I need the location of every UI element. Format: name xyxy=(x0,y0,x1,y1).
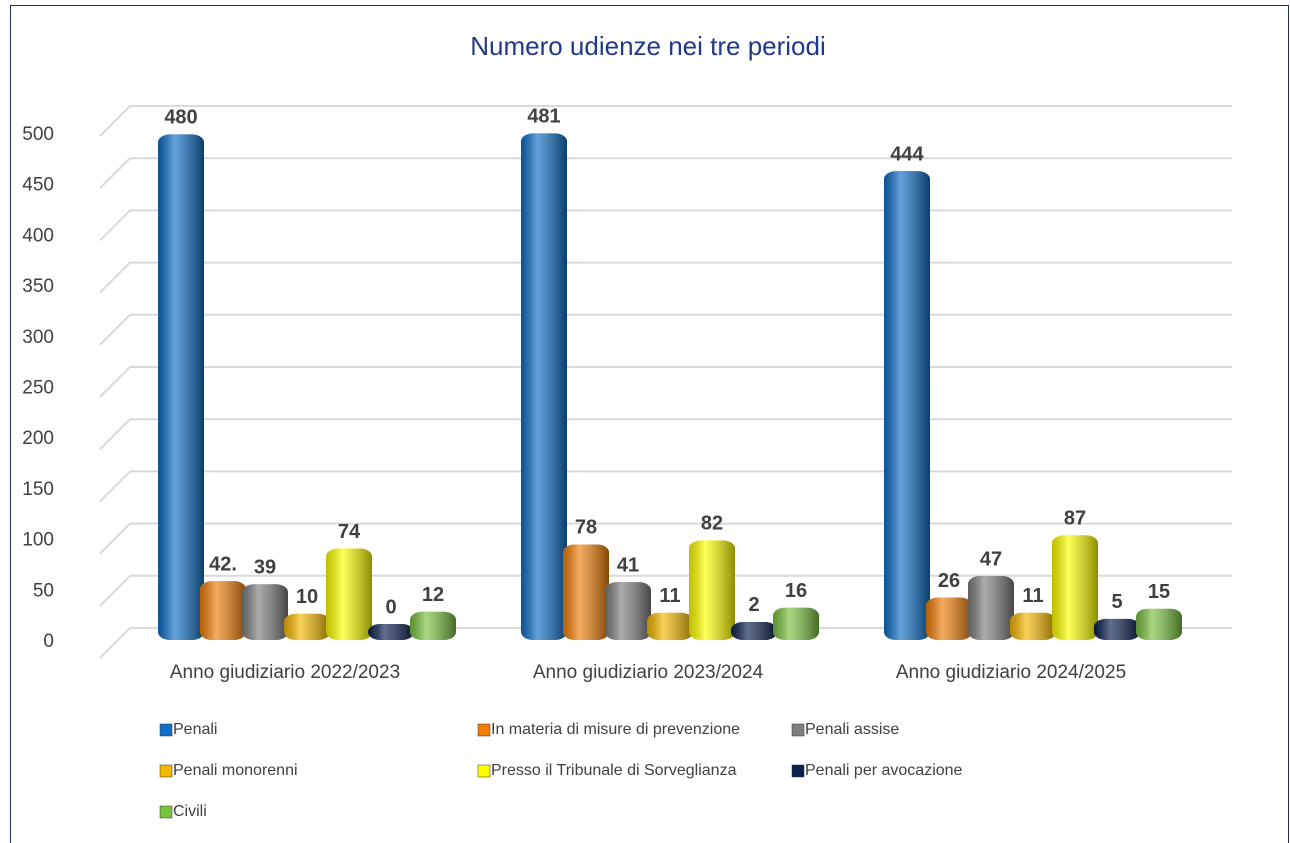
y-tick-label: 500 xyxy=(22,124,54,145)
y-tick-label: 400 xyxy=(22,225,54,246)
grid-line-side xyxy=(99,366,131,398)
data-label: 11 xyxy=(659,585,680,607)
x-tick-label: Anno giudiziario 2023/2024 xyxy=(533,662,764,683)
data-label: 15 xyxy=(1148,581,1170,603)
data-label: 481 xyxy=(527,106,560,128)
bar-shade xyxy=(284,613,330,640)
x-tick-label: Anno giudiziario 2024/2025 xyxy=(896,662,1126,683)
data-label: 5 xyxy=(1111,591,1122,613)
chart-frame xyxy=(10,5,1289,843)
y-tick-label: 450 xyxy=(22,175,54,196)
bar-shade xyxy=(521,133,567,640)
y-tick-label: 350 xyxy=(22,276,54,297)
bar-shade xyxy=(647,612,693,640)
grid-line-side xyxy=(99,261,131,294)
bar-shade xyxy=(158,134,204,640)
data-label: 444 xyxy=(890,143,924,165)
data-label: 10 xyxy=(296,586,318,608)
bar-shade xyxy=(326,548,372,640)
bar-shade xyxy=(242,584,288,640)
data-label: 16 xyxy=(785,580,807,602)
data-label: 74 xyxy=(338,521,361,543)
y-tick-label: 150 xyxy=(22,479,54,500)
legend-swatch xyxy=(159,764,173,778)
grid-line-side xyxy=(99,418,131,450)
grid-line-side xyxy=(99,105,131,137)
y-tick-label: 300 xyxy=(22,327,54,348)
bar-shade xyxy=(968,576,1014,640)
bar-shade xyxy=(926,597,972,640)
legend-swatch xyxy=(477,764,491,778)
grid-line-side xyxy=(99,314,131,346)
y-tick-label: 200 xyxy=(22,428,54,449)
y-tick-label: 100 xyxy=(22,530,54,551)
bar-shade xyxy=(605,582,651,640)
bar-shade xyxy=(1094,618,1140,640)
grid-line-side xyxy=(99,470,131,503)
bar-shade xyxy=(1136,608,1182,640)
bar-shade xyxy=(410,611,456,640)
data-label: 26 xyxy=(938,570,960,592)
data-label: 47 xyxy=(980,548,1002,570)
legend-swatch xyxy=(791,723,805,737)
data-label: 12 xyxy=(422,584,444,606)
legend-label: Civili xyxy=(173,803,207,820)
legend-swatch xyxy=(159,805,173,819)
bar-shade xyxy=(1052,535,1098,640)
legend-label: Penali per avocazione xyxy=(805,762,963,779)
data-label: 480 xyxy=(164,107,197,129)
grid-line-side xyxy=(99,627,131,659)
data-label: 42. xyxy=(209,553,237,575)
y-tick-label: 250 xyxy=(22,378,54,399)
bar-shade xyxy=(773,607,819,640)
legend-swatch xyxy=(159,723,173,737)
bar-shade xyxy=(689,540,735,640)
bar-shade xyxy=(563,544,609,640)
data-label: 11 xyxy=(1022,585,1043,607)
legend-swatch xyxy=(477,723,491,737)
bar-shade xyxy=(884,171,930,640)
legend-swatch xyxy=(791,764,805,778)
data-label: 39 xyxy=(254,557,276,579)
legend-label: Penali assise xyxy=(805,721,899,738)
data-label: 0 xyxy=(385,596,396,618)
grid-line-side xyxy=(99,209,131,242)
data-label: 82 xyxy=(701,513,723,535)
legend-label: Presso il Tribunale di Sorveglianza xyxy=(491,762,737,779)
legend-label: Penali monorenni xyxy=(173,762,298,779)
legend-label: In materia di misure di prevenzione xyxy=(491,721,740,738)
y-tick-label: 0 xyxy=(43,631,54,652)
bar-shade xyxy=(200,581,246,640)
grid-line-side xyxy=(99,522,131,555)
x-tick-label: Anno giudiziario 2022/2023 xyxy=(170,662,400,683)
bar-shade xyxy=(368,624,414,640)
bar-shade xyxy=(731,621,777,640)
data-label: 87 xyxy=(1064,508,1086,530)
grid-line-side xyxy=(99,157,131,189)
grid-line-side xyxy=(99,575,131,607)
data-label: 2 xyxy=(748,594,759,616)
data-label: 41 xyxy=(617,554,639,576)
data-label: 78 xyxy=(575,517,597,539)
y-tick-label: 50 xyxy=(33,580,54,601)
chart-title: Numero udienze nei tre periodi xyxy=(470,31,826,61)
legend-label: Penali xyxy=(173,721,217,738)
bar-shade xyxy=(1010,612,1056,640)
